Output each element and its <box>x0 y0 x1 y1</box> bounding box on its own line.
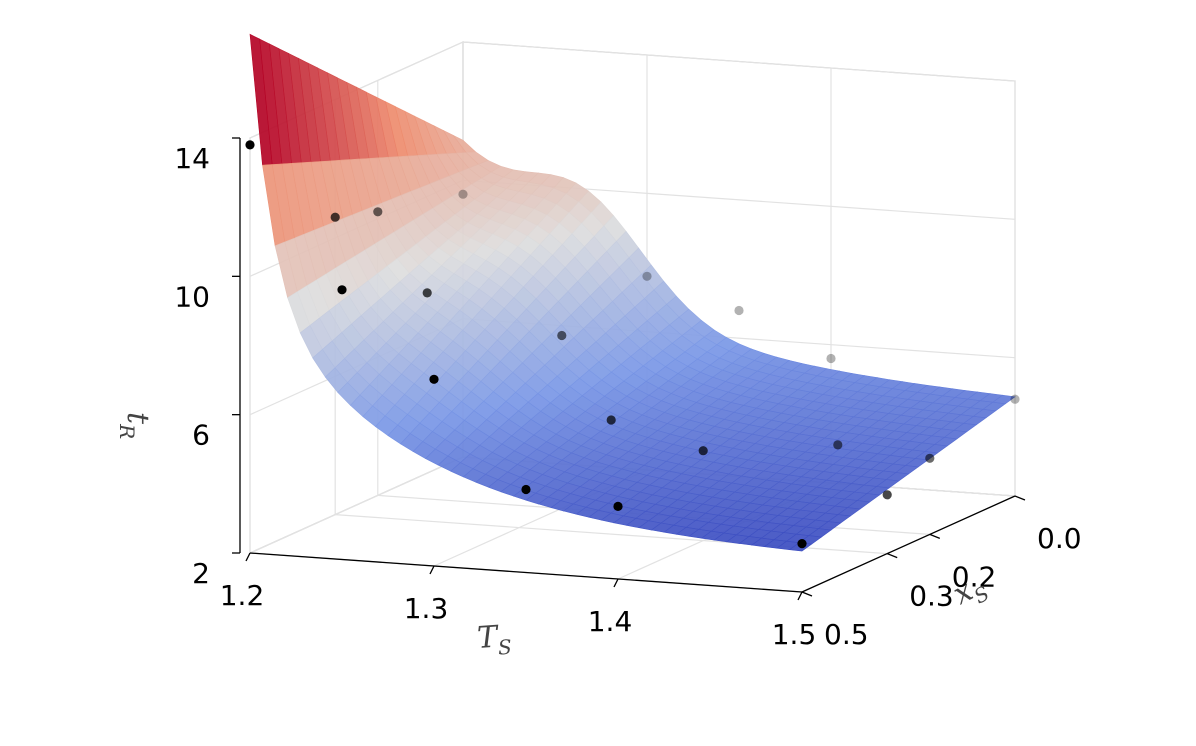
data-point <box>422 288 432 298</box>
x-tick-mark <box>613 578 619 588</box>
data-point <box>833 440 843 450</box>
data-point <box>642 271 652 281</box>
data-point <box>1010 394 1020 404</box>
z-tick-label: 14 <box>174 142 210 175</box>
data-point <box>613 501 623 511</box>
grid-line-left-z <box>249 456 464 554</box>
y-tick-mark <box>929 533 941 540</box>
y-axis-line <box>801 495 1016 593</box>
data-point <box>521 484 531 495</box>
x-tick-mark <box>429 565 435 575</box>
surface-mesh <box>249 33 1016 552</box>
z-tick-label: 10 <box>174 280 210 313</box>
data-point <box>698 446 708 456</box>
z-axis-label: tR <box>115 412 155 439</box>
data-point <box>882 490 892 500</box>
x-axis-line <box>249 552 803 593</box>
grid-line-back-z <box>462 41 1016 82</box>
y-tick-mark <box>801 591 813 597</box>
y-tick-mark <box>1014 495 1026 501</box>
y-tick-label: 0.0 <box>1037 522 1082 555</box>
x-tick-mark <box>797 591 803 601</box>
y-tick-mark <box>886 552 898 559</box>
data-point <box>458 189 468 199</box>
x-tick-label: 1.4 <box>588 605 633 638</box>
data-point <box>826 353 836 364</box>
data-point <box>734 305 744 316</box>
x-tick-label: 1.5 <box>772 618 817 651</box>
z-tick-label: 2 <box>192 557 210 590</box>
data-point <box>557 330 567 341</box>
tick-labels: 1.2 1.3 1.4 1.5 0.0 0.20.3 0.5 14 10 6 2 <box>174 142 1081 651</box>
data-point <box>606 415 616 425</box>
data-point <box>429 374 439 384</box>
data-point <box>925 453 935 463</box>
axis-lines <box>232 137 1026 601</box>
y-tick-label: 0.2 <box>952 560 997 593</box>
x-axis-label: TS <box>476 619 512 661</box>
data-point <box>797 539 807 549</box>
y-tick-label: 0.3 <box>909 580 954 613</box>
x-tick-label: 1.2 <box>220 579 265 612</box>
z-tick-label: 6 <box>192 419 210 452</box>
data-point <box>337 285 347 295</box>
y-tick-label: 0.5 <box>824 618 869 651</box>
data-points <box>245 140 1020 549</box>
data-point <box>373 207 383 217</box>
x-tick-label: 1.3 <box>404 592 449 625</box>
x-tick-mark <box>245 552 251 562</box>
data-point <box>330 212 340 222</box>
data-point <box>245 140 255 150</box>
